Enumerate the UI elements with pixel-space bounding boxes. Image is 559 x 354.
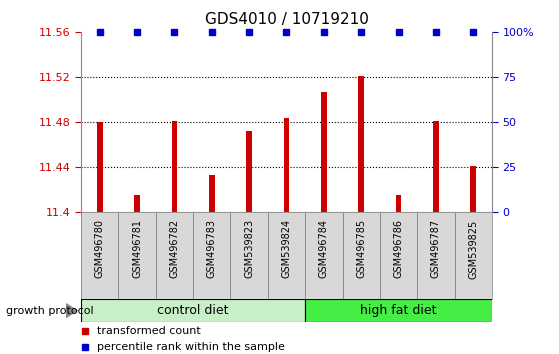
- Bar: [81, 299, 305, 322]
- Bar: [305, 212, 343, 299]
- Bar: [454, 212, 492, 299]
- Text: GSM496781: GSM496781: [132, 219, 142, 278]
- Bar: [193, 212, 230, 299]
- Bar: [97, 122, 102, 212]
- Title: GDS4010 / 10719210: GDS4010 / 10719210: [205, 12, 368, 27]
- Bar: [471, 166, 476, 212]
- Bar: [268, 212, 305, 299]
- Bar: [343, 212, 380, 299]
- Bar: [283, 118, 290, 212]
- Bar: [119, 212, 156, 299]
- Text: GSM496784: GSM496784: [319, 219, 329, 278]
- Bar: [209, 175, 215, 212]
- Bar: [380, 212, 417, 299]
- Text: percentile rank within the sample: percentile rank within the sample: [97, 342, 285, 352]
- Bar: [396, 195, 401, 212]
- Text: GSM496780: GSM496780: [94, 219, 105, 278]
- Text: control diet: control diet: [158, 304, 229, 317]
- Bar: [321, 92, 326, 212]
- Bar: [230, 212, 268, 299]
- Text: GSM539823: GSM539823: [244, 219, 254, 279]
- Bar: [134, 195, 140, 212]
- Bar: [247, 131, 252, 212]
- Text: transformed count: transformed count: [97, 326, 201, 336]
- Bar: [305, 299, 492, 322]
- Bar: [433, 121, 439, 212]
- Text: high fat diet: high fat diet: [361, 304, 437, 317]
- Bar: [172, 121, 177, 212]
- Text: GSM539825: GSM539825: [468, 219, 479, 279]
- Text: GSM496782: GSM496782: [169, 219, 179, 279]
- Polygon shape: [66, 303, 78, 319]
- Bar: [417, 212, 454, 299]
- Text: GSM539824: GSM539824: [282, 219, 291, 279]
- Bar: [156, 212, 193, 299]
- Text: GSM496783: GSM496783: [207, 219, 217, 278]
- Text: GSM496786: GSM496786: [394, 219, 404, 278]
- Text: GSM496785: GSM496785: [356, 219, 366, 279]
- Bar: [358, 76, 364, 212]
- Bar: [81, 212, 119, 299]
- Text: GSM496787: GSM496787: [431, 219, 441, 279]
- Text: growth protocol: growth protocol: [6, 306, 93, 316]
